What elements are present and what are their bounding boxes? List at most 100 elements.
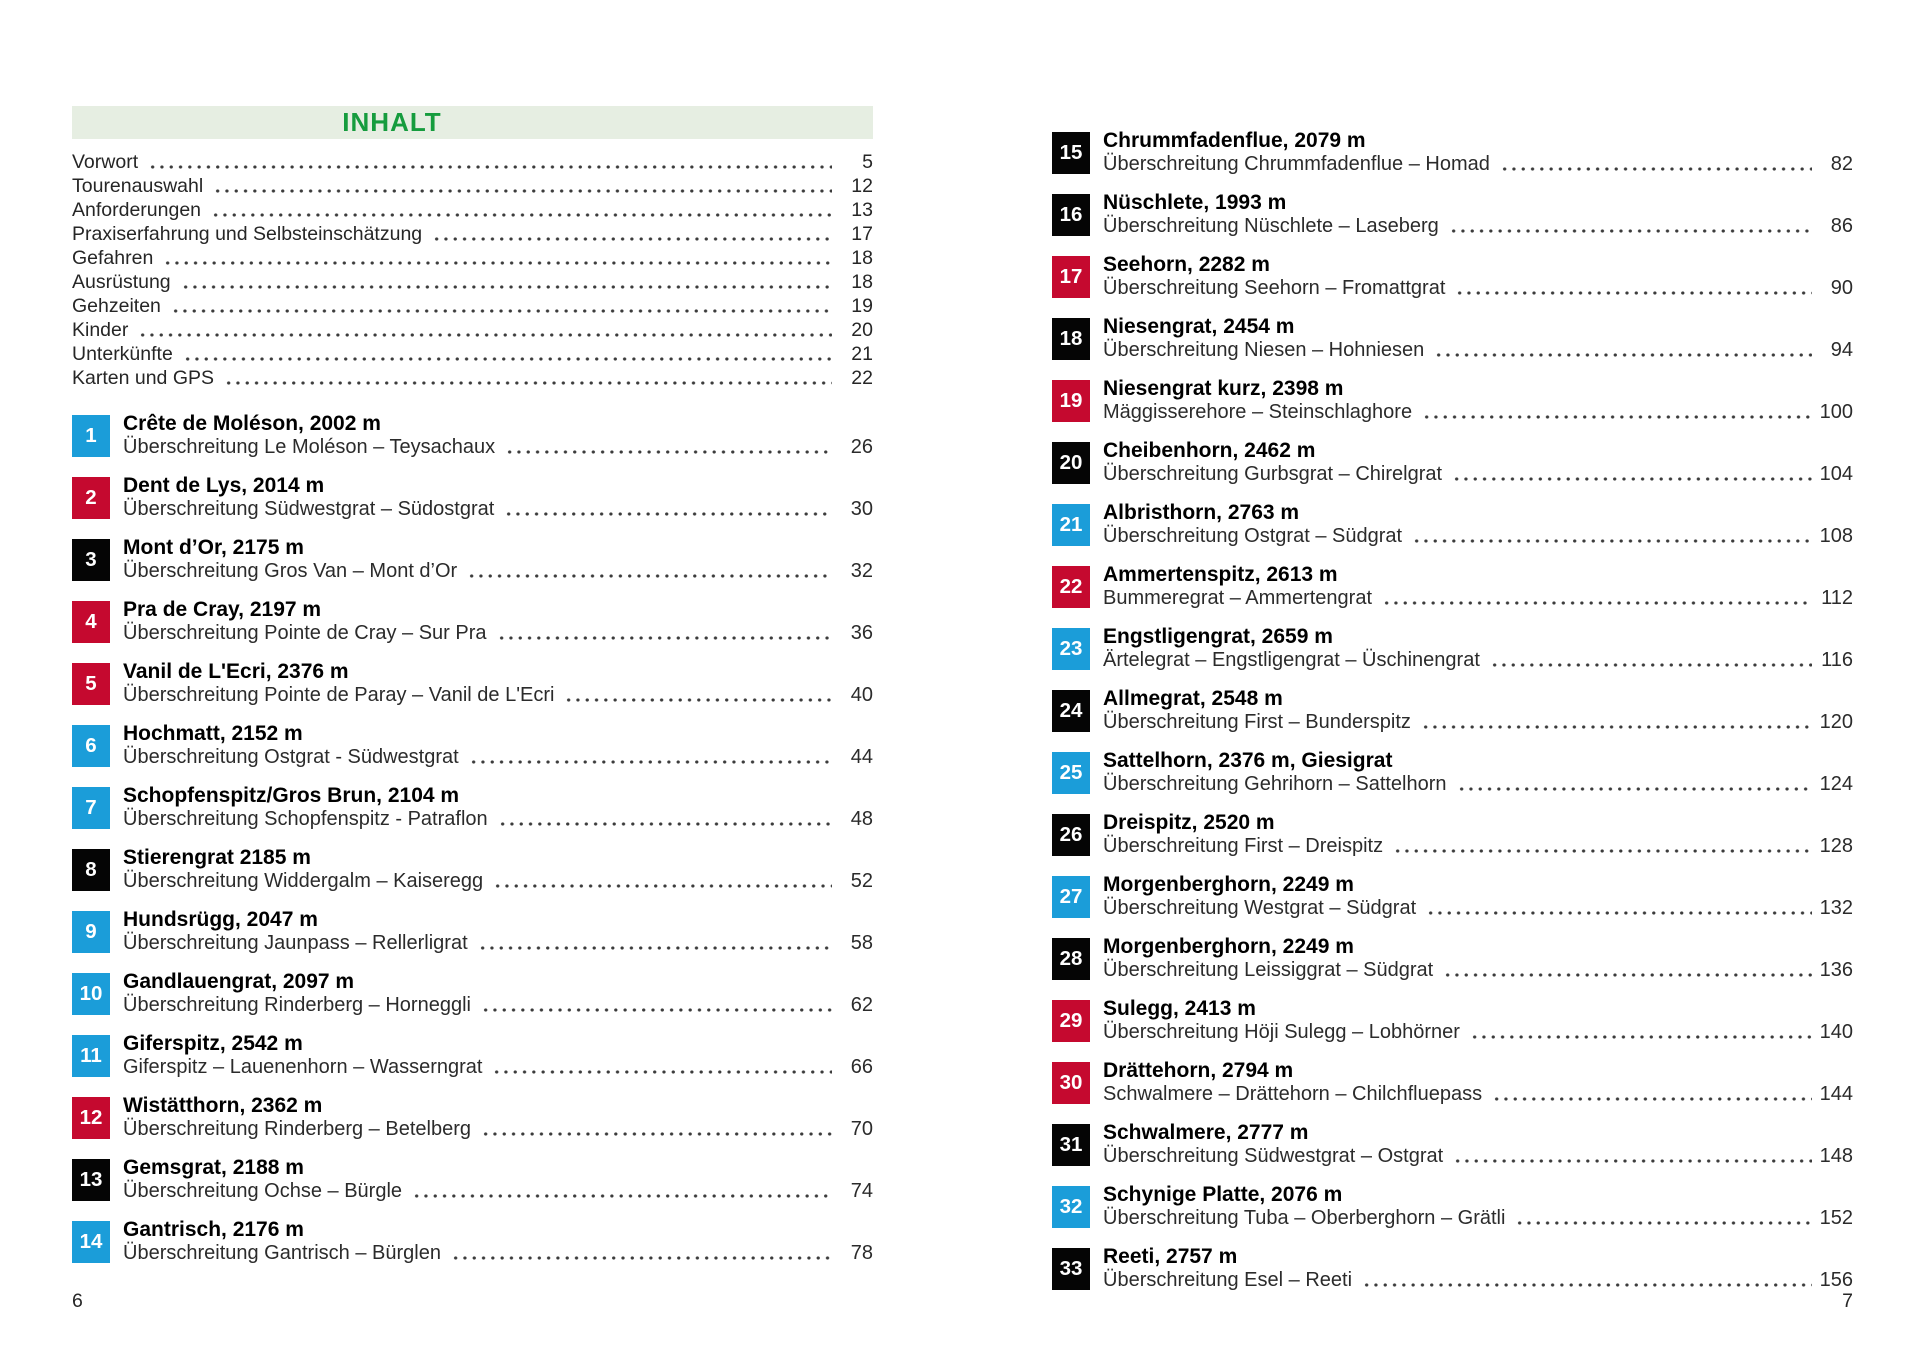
entry-subtitle-row: Überschreitung Schopfenspitz - Patraflon… <box>123 808 873 831</box>
entry-title: Drättehorn, 2794 m <box>1103 1059 1294 1082</box>
toc-entry: 26 Dreispitz, 2520 m Überschreitung Firs… <box>1052 811 1853 858</box>
entry-subtitle-row: Überschreitung Jaunpass – Rellerligrat 5… <box>123 932 873 955</box>
entry-title: Gemsgrat, 2188 m <box>123 1156 304 1179</box>
entry-title: Morgenberghorn, 2249 m <box>1103 935 1354 958</box>
entry-page-number: 32 <box>850 560 873 582</box>
entry-subtitle-row: Überschreitung Rinderberg – Betelberg 70 <box>123 1118 873 1141</box>
entry-route: Überschreitung Gantrisch – Bürglen <box>123 1242 441 1264</box>
dot-leader <box>466 746 832 769</box>
toc-entry: 3 Mont d’Or, 2175 m Überschreitung Gros … <box>72 536 873 583</box>
intro-item: Vorwort 5 <box>72 150 873 174</box>
inhalt-band: INHALT <box>72 106 873 139</box>
entry-page-number: 62 <box>850 994 873 1016</box>
entry-route: Überschreitung Seehorn – Fromattgrat <box>1103 277 1446 299</box>
intro-page-number: 12 <box>851 175 873 197</box>
entry-page-number: 124 <box>1819 773 1853 795</box>
toc-entry: 4 Pra de Cray, 2197 m Überschreitung Poi… <box>72 598 873 645</box>
intro-label: Anforderungen <box>72 199 202 221</box>
entry-number-badge: 13 <box>72 1159 110 1201</box>
entry-body: Dent de Lys, 2014 m Überschreitung Südwe… <box>123 474 873 521</box>
entry-title: Chrummfadenflue, 2079 m <box>1103 129 1366 152</box>
entry-route: Ärtelegrat – Engstligengrat – Üschinengr… <box>1103 649 1480 671</box>
entry-body: Seehorn, 2282 m Überschreitung Seehorn –… <box>1103 253 1853 300</box>
entry-route: Überschreitung Nüschlete – Laseberg <box>1103 215 1439 237</box>
entry-number-badge: 12 <box>72 1097 110 1139</box>
entry-route: Bummeregrat – Ammertengrat <box>1103 587 1372 609</box>
dot-leader <box>1446 215 1812 238</box>
entry-body: Vanil de L'Ecri, 2376 m Überschreitung P… <box>123 660 873 707</box>
dot-leader <box>146 150 832 174</box>
entry-body: Engstligengrat, 2659 m Ärtelegrat – Engs… <box>1103 625 1853 672</box>
entry-page-number: 156 <box>1819 1269 1853 1291</box>
entry-route: Überschreitung Südwestgrat – Ostgrat <box>1103 1145 1444 1167</box>
entry-subtitle-row: Überschreitung Esel – Reeti 156 <box>1103 1269 1853 1292</box>
entry-subtitle-row: Überschreitung Le Moléson – Teysachaux 2… <box>123 436 873 459</box>
dot-leader <box>478 994 832 1017</box>
intro-list: Vorwort 5 Tourenauswahl 12 Anforderungen… <box>72 150 873 390</box>
dot-leader <box>1418 711 1812 734</box>
entry-title: Gandlauengrat, 2097 m <box>123 970 355 993</box>
entry-page-number: 132 <box>1819 897 1853 919</box>
entry-page-number: 66 <box>850 1056 873 1078</box>
entry-subtitle-row: Überschreitung Rinderberg – Horneggli 62 <box>123 994 873 1017</box>
toc-entry: 7 Schopfenspitz/Gros Brun, 2104 m Übersc… <box>72 784 873 831</box>
dot-leader <box>1453 277 1812 300</box>
entry-body: Sattelhorn, 2376 m, Giesigrat Überschrei… <box>1103 749 1853 796</box>
entry-title: Dent de Lys, 2014 m <box>123 474 325 497</box>
entry-page-number: 40 <box>850 684 873 706</box>
toc-entry: 17 Seehorn, 2282 m Überschreitung Seehor… <box>1052 253 1853 300</box>
entry-route: Überschreitung Rinderberg – Horneggli <box>123 994 471 1016</box>
entry-number-badge: 3 <box>72 539 110 581</box>
page-left: INHALT Vorwort 5 Tourenauswahl 12 Anford… <box>72 106 873 1280</box>
intro-page-number: 19 <box>851 295 873 317</box>
entries-left: 1 Crête de Moléson, 2002 m Überschreitun… <box>72 412 873 1265</box>
entry-title: Stierengrat 2185 m <box>123 846 311 869</box>
entry-number-badge: 10 <box>72 973 110 1015</box>
intro-item: Gehzeiten 19 <box>72 294 873 318</box>
toc-entry: 19 Niesengrat kurz, 2398 m Mäggisserehor… <box>1052 377 1853 424</box>
toc-entry: 20 Cheibenhorn, 2462 m Überschreitung Gu… <box>1052 439 1853 486</box>
entry-number-badge: 27 <box>1052 876 1090 918</box>
entry-subtitle-row: Überschreitung First – Dreispitz 128 <box>1103 835 1853 858</box>
toc-entry: 15 Chrummfadenflue, 2079 m Überschreitun… <box>1052 129 1853 176</box>
entry-page-number: 140 <box>1819 1021 1853 1043</box>
toc-entry: 16 Nüschlete, 1993 m Überschreitung Nüsc… <box>1052 191 1853 238</box>
intro-label: Praxiserfahrung und Selbsteinschätzung <box>72 223 423 245</box>
entry-route: Überschreitung Gurbsgrat – Chirelgrat <box>1103 463 1443 485</box>
intro-page-number: 22 <box>851 367 873 389</box>
entry-number-badge: 22 <box>1052 566 1090 608</box>
dot-leader <box>1391 835 1812 858</box>
entry-page-number: 44 <box>850 746 873 768</box>
entry-body: Wistätthorn, 2362 m Überschreitung Rinde… <box>123 1094 873 1141</box>
entry-title: Ammertenspitz, 2613 m <box>1103 563 1338 586</box>
toc-entry: 27 Morgenberghorn, 2249 m Überschreitung… <box>1052 873 1853 920</box>
entry-page-number: 120 <box>1819 711 1853 733</box>
intro-label: Karten und GPS <box>72 367 215 389</box>
entry-page-number: 136 <box>1819 959 1853 981</box>
intro-page-number: 18 <box>851 247 873 269</box>
dot-leader <box>136 318 832 342</box>
entry-number-badge: 30 <box>1052 1062 1090 1104</box>
dot-leader <box>562 684 832 707</box>
entry-number-badge: 20 <box>1052 442 1090 484</box>
entry-body: Gemsgrat, 2188 m Überschreitung Ochse – … <box>123 1156 873 1203</box>
entry-route: Überschreitung Niesen – Hohniesen <box>1103 339 1425 361</box>
entry-body: Niesengrat kurz, 2398 m Mäggisserehore –… <box>1103 377 1853 424</box>
entry-subtitle-row: Überschreitung Südwestgrat – Südostgrat … <box>123 498 873 521</box>
toc-entry: 13 Gemsgrat, 2188 m Überschreitung Ochse… <box>72 1156 873 1203</box>
intro-page-number: 13 <box>851 199 873 221</box>
entry-title: Mont d’Or, 2175 m <box>123 536 304 559</box>
entry-route: Überschreitung Tuba – Oberberghorn – Grä… <box>1103 1207 1506 1229</box>
dot-leader <box>448 1242 832 1265</box>
entry-body: Schopfenspitz/Gros Brun, 2104 m Überschr… <box>123 784 873 831</box>
entry-number-badge: 14 <box>72 1221 110 1263</box>
dot-leader <box>410 1180 832 1203</box>
entry-title: Albristhorn, 2763 m <box>1103 501 1300 524</box>
intro-item: Gefahren 18 <box>72 246 873 270</box>
entry-number-badge: 28 <box>1052 938 1090 980</box>
entry-route: Überschreitung Südwestgrat – Südostgrat <box>123 498 495 520</box>
toc-entry: 28 Morgenberghorn, 2249 m Überschreitung… <box>1052 935 1853 982</box>
dot-leader <box>180 342 832 366</box>
entry-body: Pra de Cray, 2197 m Überschreitung Point… <box>123 598 873 645</box>
intro-item: Anforderungen 13 <box>72 198 873 222</box>
